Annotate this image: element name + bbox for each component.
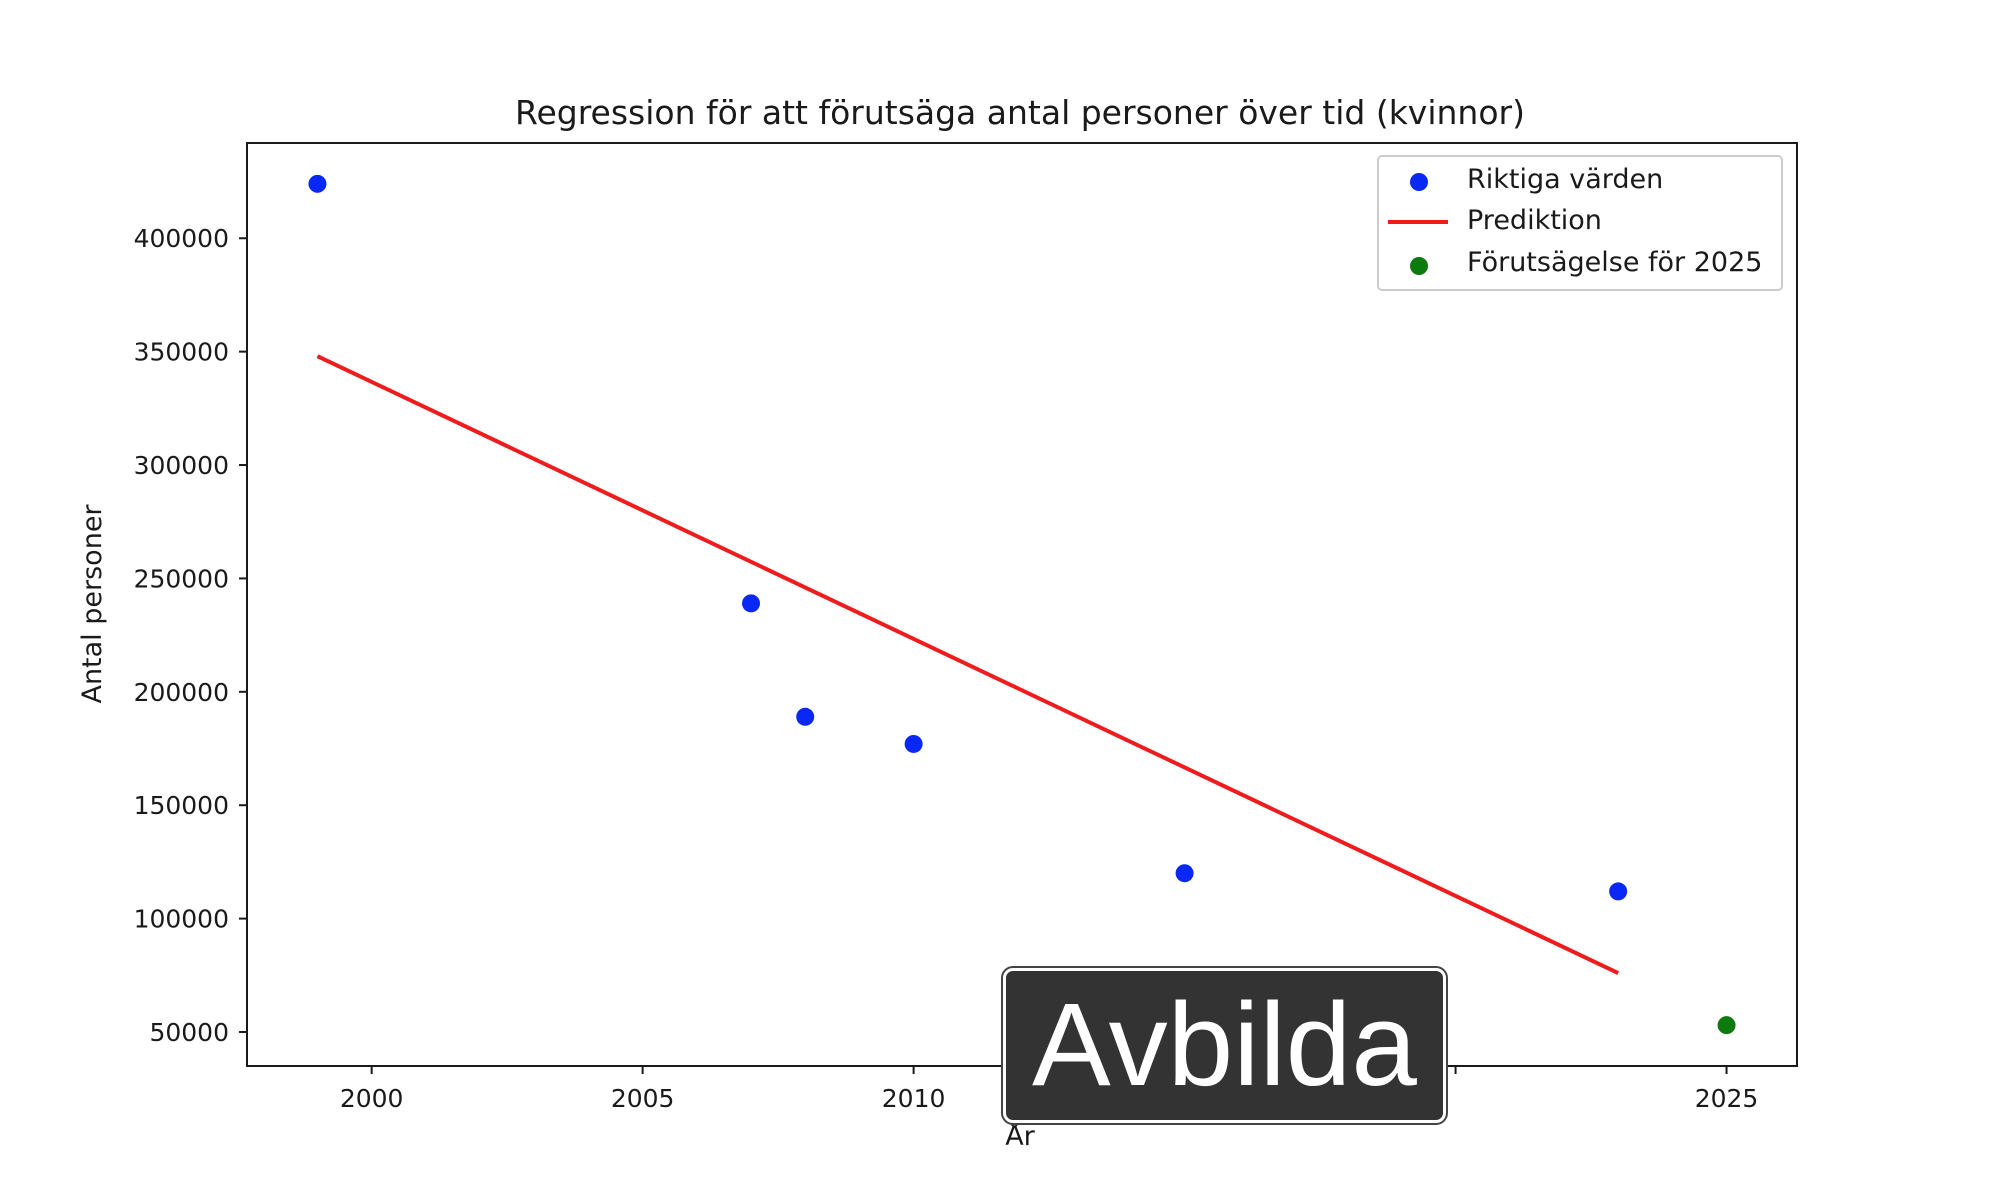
x-tick-label: 2005 [611, 1084, 675, 1113]
real-value-point [308, 174, 327, 193]
x-tick-label: 2000 [340, 1084, 404, 1113]
x-tick-label: 2010 [882, 1084, 946, 1113]
real-value-point [1175, 864, 1194, 883]
y-tick-label: 150000 [134, 791, 229, 820]
y-tick-label: 400000 [134, 224, 229, 253]
y-axis: 50000 100000 150000 200000 250000 300000 35000… [134, 224, 247, 1047]
legend-box [1377, 155, 1783, 291]
real-value-point [742, 594, 761, 613]
legend-marker-forecast-2025 [1410, 257, 1428, 275]
legend-label-prediction: Prediktion [1467, 205, 1602, 236]
y-tick-label: 50000 [149, 1018, 229, 1047]
x-axis-label: År [1005, 1120, 1035, 1152]
legend: Riktiga värden Prediktion Förutsägelse f… [1377, 155, 1783, 291]
x-axis: 2000 2005 2010 2025 [340, 1066, 1759, 1113]
chart-title: Regression för att förutsäga antal perso… [515, 93, 1525, 132]
prediction-line [316, 354, 1620, 975]
y-tick-label: 250000 [134, 564, 229, 593]
y-tick-label: 200000 [134, 678, 229, 707]
y-axis-label: Antal personer [77, 504, 108, 704]
legend-label-forecast-2025: Förutsägelse för 2025 [1467, 247, 1762, 278]
legend-marker-real-values [1410, 173, 1428, 191]
series-layer [308, 174, 1736, 1035]
legend-label-real-values: Riktiga värden [1467, 164, 1663, 195]
real-value-point [1609, 882, 1628, 901]
y-tick-label: 300000 [134, 451, 229, 480]
y-tick-label: 350000 [134, 338, 229, 367]
x-tick-label: 2025 [1695, 1084, 1759, 1113]
forecast-point [1717, 1016, 1736, 1035]
y-tick-label: 100000 [134, 905, 229, 934]
real-value-point [904, 734, 923, 753]
real-value-point [796, 707, 815, 726]
plot-area [246, 142, 1798, 1067]
avbilda-button[interactable]: Avbilda [1001, 966, 1448, 1125]
